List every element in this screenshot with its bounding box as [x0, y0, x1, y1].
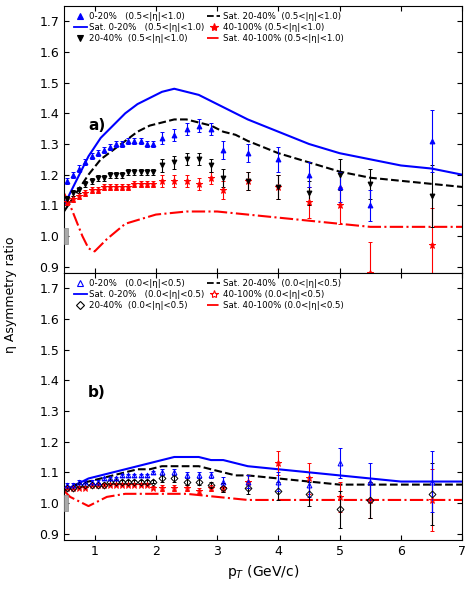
Legend: 0-20%   (0.5<|η|<1.0), Sat. 0-20%   (0.5<|η|<1.0), 20-40%  (0.5<|η|<1.0), Sat. 2: 0-20% (0.5<|η|<1.0), Sat. 0-20% (0.5<|η|… [72, 10, 345, 45]
FancyBboxPatch shape [64, 228, 68, 244]
Text: a): a) [88, 118, 105, 133]
Legend: 0-20%   (0.0<|η|<0.5), Sat. 0-20%   (0.0<|η|<0.5), 20-40%  (0.0<|η|<0.5), Sat. 2: 0-20% (0.0<|η|<0.5), Sat. 0-20% (0.0<|η|… [72, 277, 345, 312]
Text: b): b) [88, 385, 106, 400]
Text: η Asymmetry ratio: η Asymmetry ratio [4, 237, 17, 353]
X-axis label: p$_T$ (GeV/c): p$_T$ (GeV/c) [227, 563, 299, 581]
FancyBboxPatch shape [64, 495, 68, 512]
